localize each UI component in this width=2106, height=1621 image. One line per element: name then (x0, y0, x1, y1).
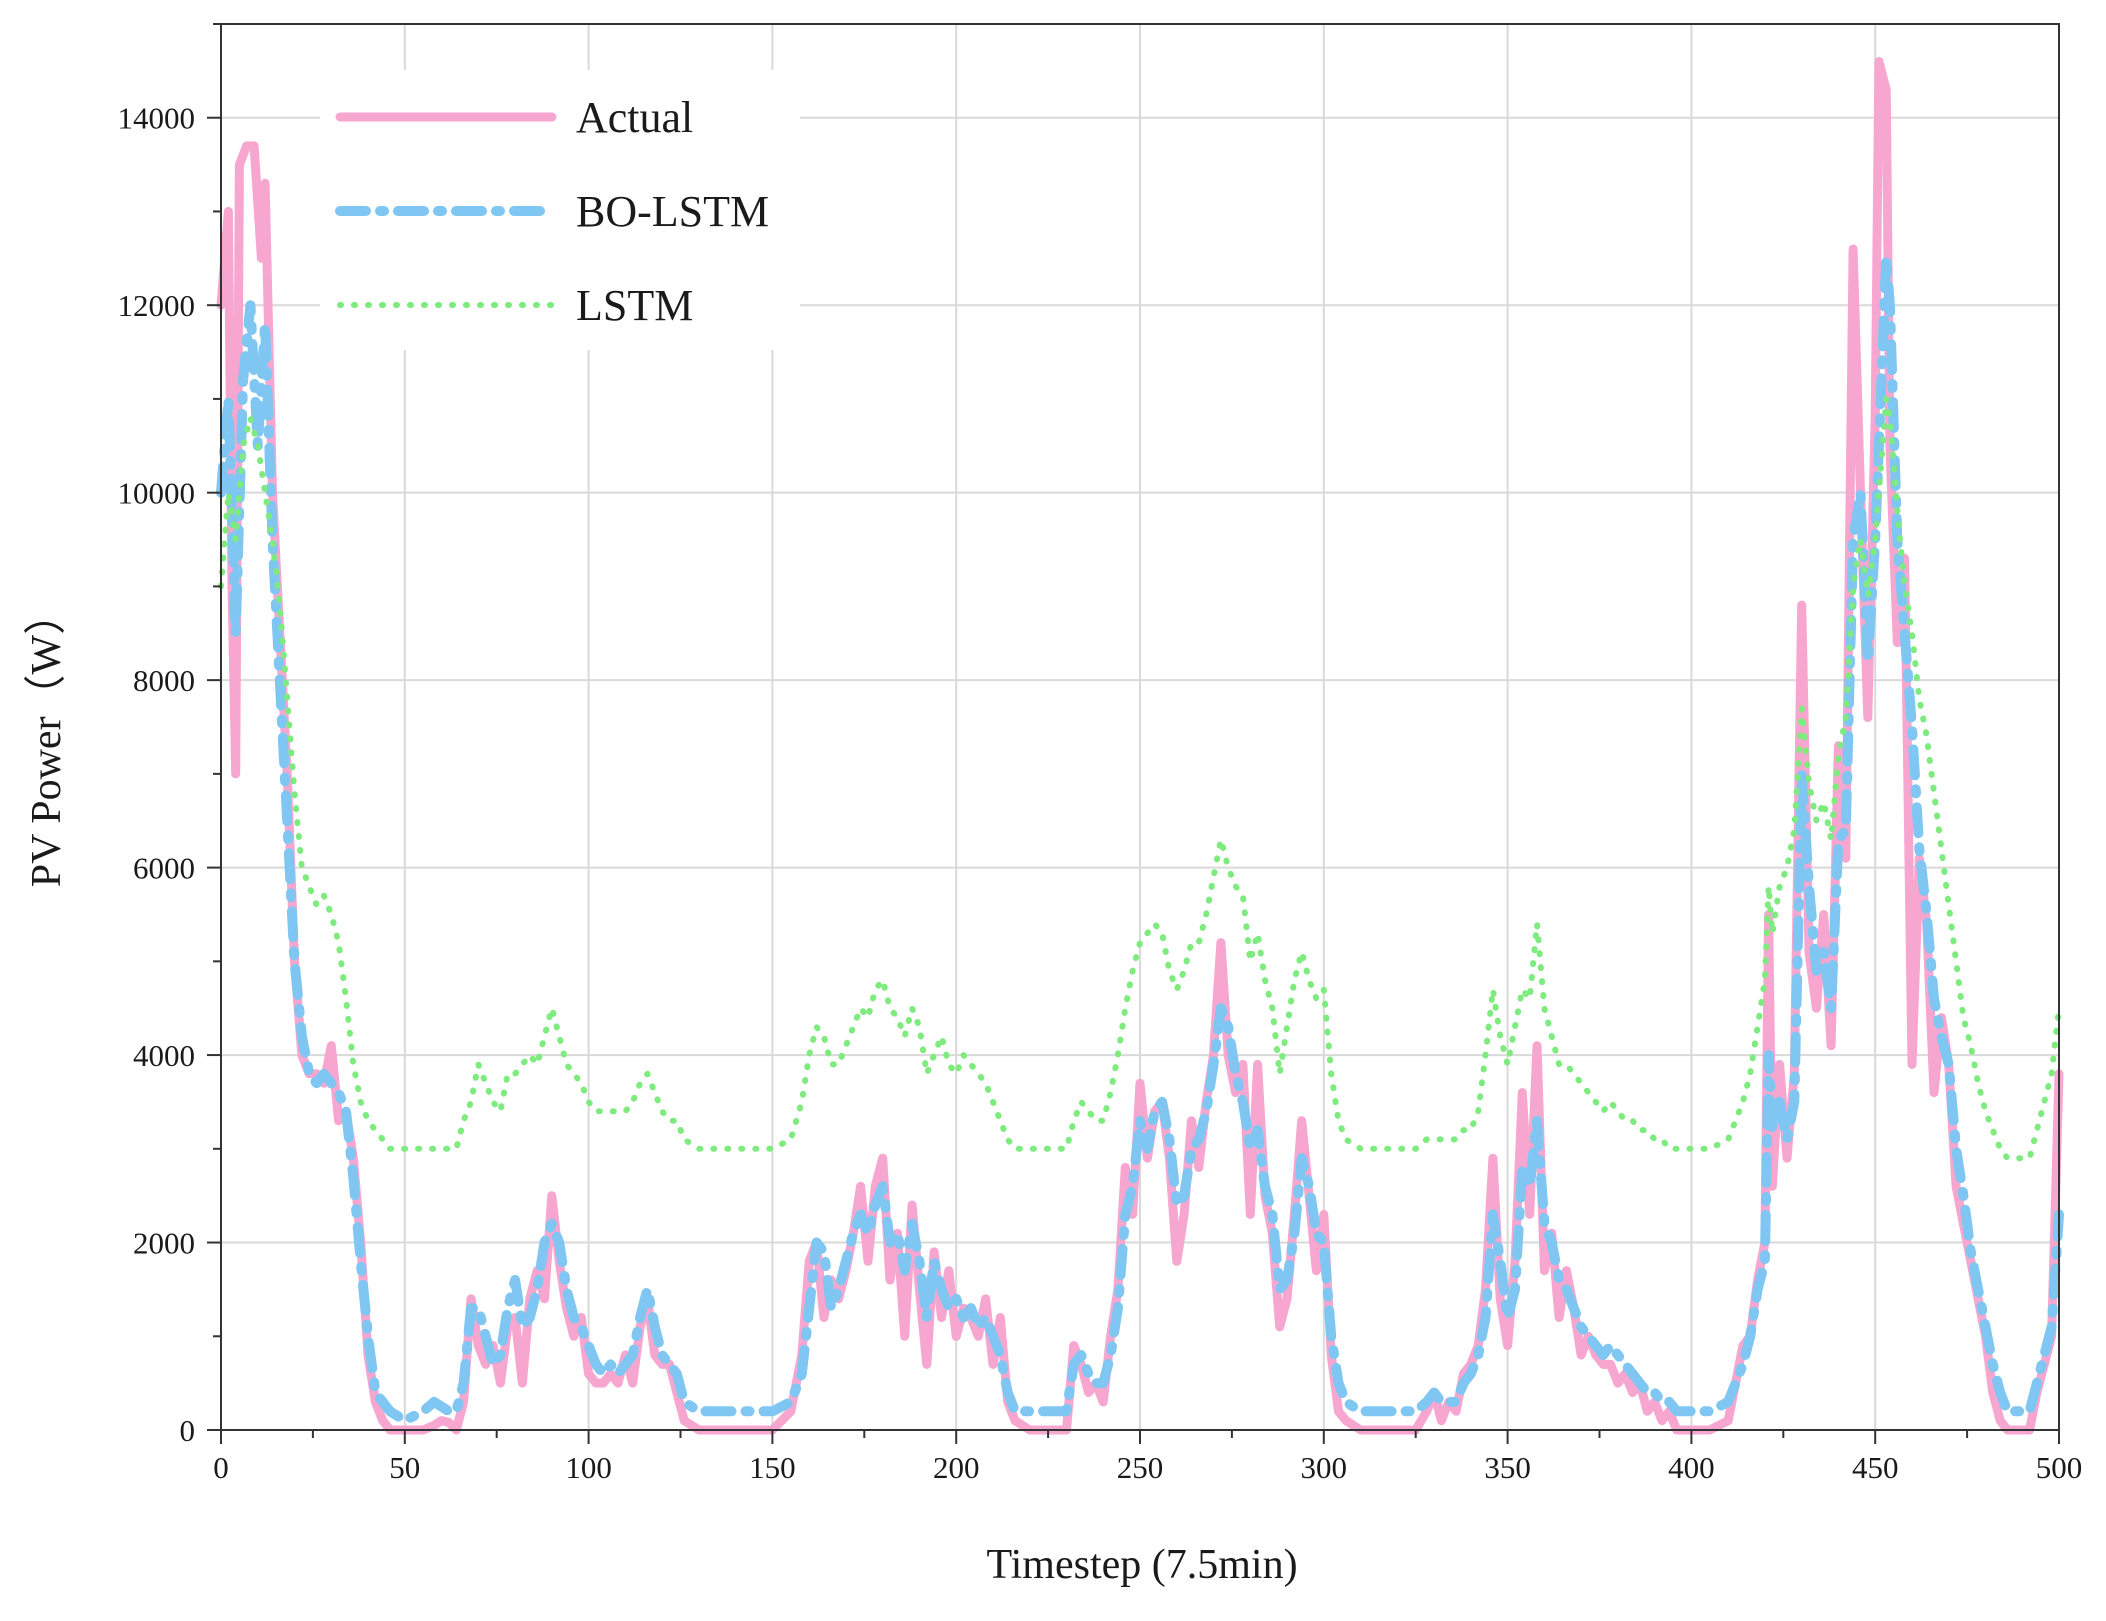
y-tick-label: 0 (180, 1413, 196, 1448)
y-tick-label: 2000 (133, 1226, 195, 1261)
y-axis-title: PV Power（W） (24, 593, 70, 887)
axes: 0 50 100 150 200 250 300 350 400 450 500 0 2000 4000 6… (118, 23, 2083, 1485)
x-tick-label: 150 (749, 1450, 796, 1485)
y-tick-label: 8000 (133, 663, 195, 698)
y-tick-label: 4000 (133, 1038, 195, 1073)
plot-series (216, 57, 2064, 1435)
legend: Actual BO-LSTM LSTM (320, 70, 800, 350)
x-tick-label: 300 (1301, 1450, 1348, 1485)
x-tick-label: 350 (1484, 1450, 1531, 1485)
y-tick-label: 12000 (118, 288, 196, 323)
legend-label-lstm: LSTM (576, 281, 693, 330)
x-tick-label: 200 (933, 1450, 980, 1485)
y-tick-label: 10000 (118, 476, 196, 511)
x-tick-label: 500 (2036, 1450, 2083, 1485)
series-line-lstm (218, 395, 2062, 1162)
x-tick-label: 400 (1668, 1450, 1715, 1485)
y-tick-label: 14000 (118, 101, 196, 136)
series-line-bo-lstm (216, 253, 2064, 1426)
x-tick-label: 0 (213, 1450, 229, 1485)
x-tick-label: 450 (1852, 1450, 1899, 1485)
x-tick-label: 100 (565, 1450, 612, 1485)
x-tick-label: 50 (389, 1450, 420, 1485)
legend-label-actual: Actual (576, 93, 693, 142)
x-axis-title: Timestep (7.5min) (986, 1542, 1297, 1588)
grid (221, 24, 2059, 1430)
x-tick-label: 250 (1117, 1450, 1164, 1485)
legend-label-bo-lstm: BO-LSTM (576, 187, 769, 236)
y-tick-label: 6000 (133, 851, 195, 886)
